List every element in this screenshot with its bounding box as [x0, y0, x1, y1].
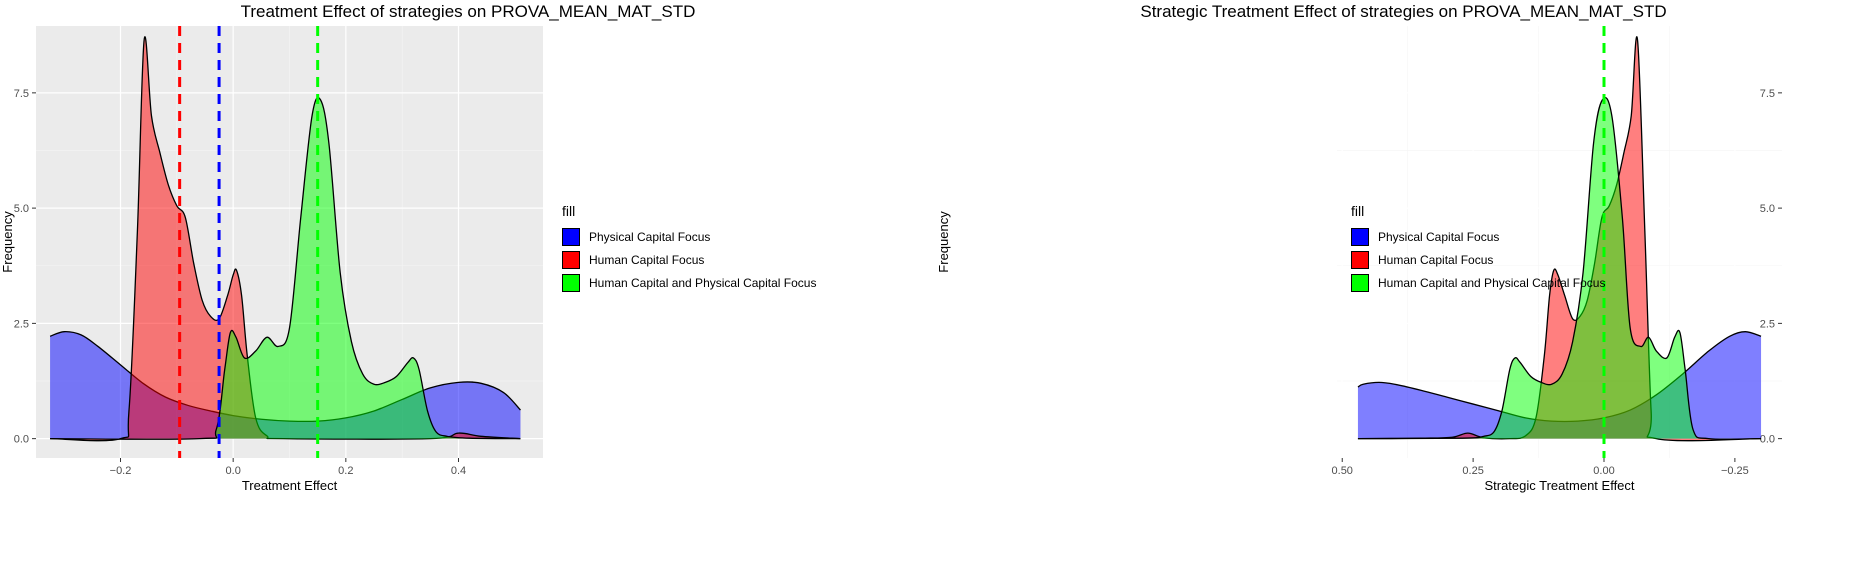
y-tick-label: 0.0 [14, 434, 29, 446]
y-tick-label: 0.0 [1760, 434, 1775, 446]
x-axis-title: Treatment Effect [242, 478, 338, 493]
y-tick-label: 2.5 [1760, 318, 1775, 330]
y-tick-label: 5.0 [14, 203, 29, 215]
legend-label: Physical Capital Focus [589, 229, 711, 244]
legend-key-red [1351, 250, 1369, 269]
x-tick-label: −0.25 [1721, 465, 1749, 477]
y-axis-title: Frequency [936, 211, 951, 273]
density-area [50, 36, 521, 441]
density-curve [1357, 96, 1762, 440]
x-tick-label: 0.2 [338, 465, 353, 477]
y-tick-label: 5.0 [1760, 203, 1775, 215]
x-tick-label: −0.2 [110, 465, 132, 477]
legend-key-green [562, 273, 580, 292]
legend-item-human-capital-focus: Human Capital Focus [1351, 248, 1605, 271]
y-tick-label: 7.5 [1760, 88, 1775, 100]
legend-label: Human Capital Focus [1378, 252, 1494, 267]
chart-legend: fill Physical Capital Focus Human Capita… [562, 203, 816, 294]
x-tick-label: 0.25 [1462, 465, 1483, 477]
left-chart-svg: 0.0 2.5 5.0 7.5 −0.2 0.0 0.2 0.4 Treatment Effec… [0, 26, 543, 493]
legend-label: Human Capital and Physical Capital Focus [589, 275, 817, 290]
legend-item-human-and-physical-capital-focus: Human Capital and Physical Capital Focus [1351, 271, 1605, 294]
density-curve [50, 96, 521, 440]
legend-title: fill [1351, 203, 1365, 219]
legend-title: fill [562, 203, 576, 219]
legend-item-physical-capital-focus: Physical Capital Focus [1351, 225, 1605, 248]
x-tick-label: 0.0 [226, 465, 241, 477]
legend-key-blue [562, 227, 580, 246]
right-chart-panel: Strategic Treatment Effect of strategies… [936, 0, 1871, 583]
left-chart-panel: Treatment Effect of strategies on PROVA_… [0, 2, 816, 493]
right-chart-svg: 0.0 2.5 5.0 7.5 −0.25 0.00 0.25 0.50 Strategic T… [936, 26, 1782, 493]
x-tick-label: 0.50 [1332, 465, 1353, 477]
x-tick-label: 0.4 [451, 465, 466, 477]
legend-label: Human Capital and Physical Capital Focus [1378, 275, 1606, 290]
x-tick-label: 0.00 [1593, 465, 1614, 477]
legend-key-red [562, 250, 580, 269]
legend-item-human-and-physical-capital-focus: Human Capital and Physical Capital Focus [562, 271, 816, 294]
density-area [50, 97, 521, 440]
legend-item-physical-capital-focus: Physical Capital Focus [562, 225, 816, 248]
x-axis-title: Strategic Treatment Effect [1484, 478, 1634, 493]
y-axis-title: Frequency [0, 211, 15, 273]
legend-label: Physical Capital Focus [1378, 229, 1500, 244]
y-tick-label: 7.5 [14, 88, 29, 100]
chart-title: Strategic Treatment Effect of strategies… [1140, 2, 1667, 21]
legend-item-human-capital-focus: Human Capital Focus [562, 248, 816, 271]
legend-label: Human Capital Focus [589, 252, 705, 267]
chart-legend: fill Physical Capital Focus Human Capita… [1351, 203, 1605, 294]
legend-key-blue [1351, 227, 1369, 246]
y-tick-label: 2.5 [14, 318, 29, 330]
legend-key-green [1351, 273, 1369, 292]
density-area [1357, 36, 1762, 441]
chart-title: Treatment Effect of strategies on PROVA_… [240, 2, 696, 21]
